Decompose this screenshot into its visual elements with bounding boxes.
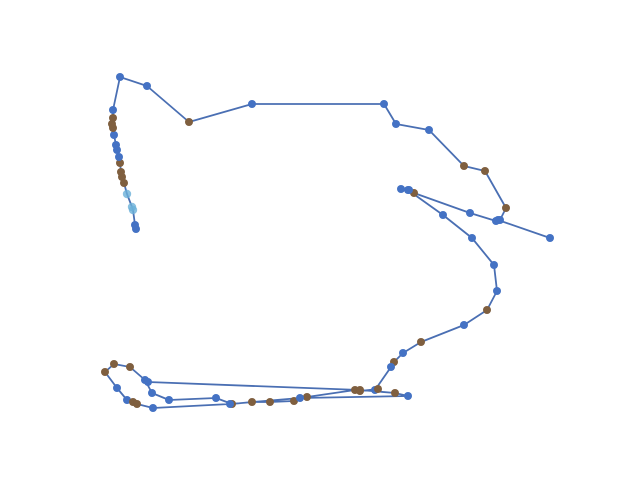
data-point: [290, 397, 298, 405]
data-point: [148, 389, 156, 397]
data-point: [131, 221, 139, 229]
series-line-1: [104, 76, 507, 409]
data-point: [417, 338, 425, 346]
data-point: [149, 404, 157, 412]
data-point: [112, 141, 120, 149]
data-point: [466, 209, 474, 217]
data-point: [460, 162, 468, 170]
data-point: [143, 82, 151, 90]
data-point: [185, 118, 193, 126]
series-line-2: [497, 219, 551, 239]
data-point: [266, 398, 274, 406]
data-point: [494, 216, 502, 224]
data-point: [483, 306, 491, 314]
data-point: [380, 100, 388, 108]
data-point: [490, 261, 498, 269]
data-point: [399, 349, 407, 357]
data-point: [481, 167, 489, 175]
data-point: [110, 131, 118, 139]
data-point: [439, 211, 447, 219]
data-point: [109, 106, 117, 114]
data-point: [226, 400, 234, 408]
data-point: [101, 368, 109, 376]
data-point: [248, 100, 256, 108]
data-point: [144, 378, 152, 386]
data-point: [115, 153, 123, 161]
data-point: [296, 394, 304, 402]
data-point: [110, 360, 118, 368]
data-point: [248, 398, 256, 406]
data-point: [113, 384, 121, 392]
data-point: [122, 189, 132, 199]
data-point: [126, 363, 134, 371]
data-point: [460, 321, 468, 329]
data-point: [116, 159, 124, 167]
data-point: [165, 396, 173, 404]
data-point: [109, 114, 117, 122]
data-point: [116, 73, 124, 81]
data-point: [108, 120, 116, 128]
data-point: [397, 185, 405, 193]
data-point: [404, 392, 412, 400]
data-point: [212, 394, 220, 402]
data-point: [127, 202, 137, 212]
data-point: [303, 393, 311, 401]
data-point: [468, 234, 476, 242]
data-point: [425, 126, 433, 134]
data-point: [387, 363, 395, 371]
data-point: [133, 400, 141, 408]
data-point: [493, 287, 501, 295]
series-points: [101, 73, 554, 412]
data-point: [374, 385, 382, 393]
data-point: [117, 168, 125, 176]
data-point: [502, 204, 510, 212]
data-point: [392, 120, 400, 128]
data-point: [546, 234, 554, 242]
series-lines: [104, 76, 551, 409]
data-point: [391, 389, 399, 397]
data-point: [404, 186, 412, 194]
data-point: [356, 386, 364, 394]
